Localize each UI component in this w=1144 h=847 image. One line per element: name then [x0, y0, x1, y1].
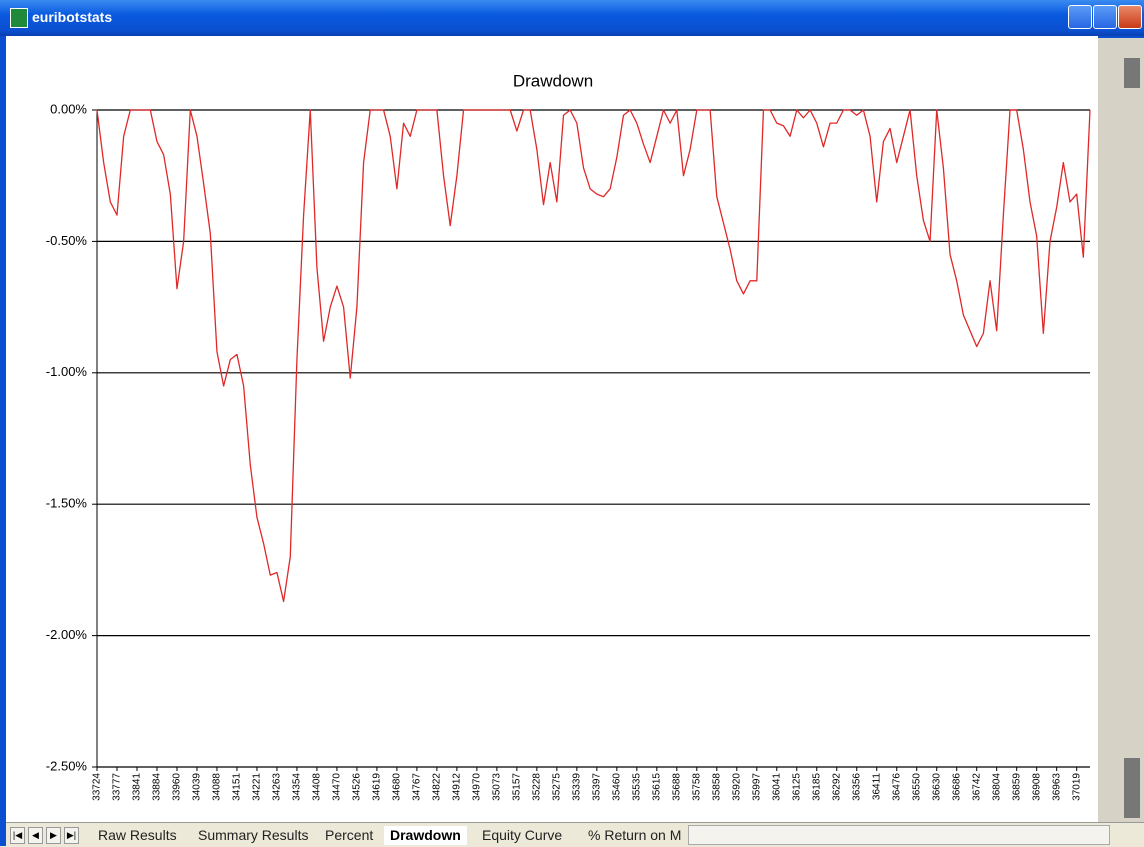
- scroll-thumb[interactable]: [1124, 58, 1140, 88]
- data-line: [96, 109, 1091, 603]
- x-tick-label: 35397: [591, 773, 602, 801]
- x-tick-label: 37019: [1071, 773, 1082, 801]
- chart-title: Drawdown: [513, 71, 593, 90]
- x-tick-label: 34039: [192, 773, 203, 801]
- x-tick-label: 36550: [911, 773, 922, 801]
- x-tick-label: 35073: [492, 773, 503, 801]
- x-tick-label: 34767: [412, 773, 423, 801]
- x-tick-label: 36125: [791, 773, 802, 801]
- y-tick-label: 0.00%: [50, 101, 87, 116]
- window-title: euribotstats: [32, 9, 113, 25]
- x-tick-label: 36411: [871, 773, 882, 801]
- scroll-thumb[interactable]: [1124, 758, 1140, 818]
- x-tick-label: 36908: [1031, 773, 1042, 801]
- sheet-tab-bar: |◀ ◀ ▶ ▶| Raw Results Summary Results Pe…: [6, 822, 1144, 847]
- x-tick-label: 36041: [771, 773, 782, 801]
- x-tick-label: 36804: [991, 773, 1002, 801]
- x-tick-label: 35228: [531, 773, 542, 801]
- x-tick-label: 34619: [372, 773, 383, 801]
- y-tick-label: -0.50%: [46, 233, 88, 248]
- x-tick-label: 36185: [811, 773, 822, 801]
- x-tick-label: 34822: [432, 773, 443, 801]
- x-tick-label: 34680: [392, 773, 403, 801]
- y-tick-label: -2.00%: [46, 627, 88, 642]
- sheet-tab[interactable]: Equity Curve: [482, 827, 563, 843]
- close-button[interactable]: [1118, 5, 1142, 29]
- x-tick-label: 35920: [731, 773, 742, 801]
- x-tick-label: 35615: [651, 773, 662, 801]
- x-tick-label: 36356: [851, 773, 862, 801]
- x-tick-label: 34221: [252, 773, 263, 801]
- title-bar: euribotstats: [0, 0, 1144, 36]
- y-tick-label: -2.50%: [46, 758, 88, 773]
- x-tick-label: 36742: [971, 773, 982, 801]
- x-tick-label: 33960: [172, 773, 183, 801]
- x-tick-label: 34526: [352, 773, 363, 801]
- x-tick-label: 36630: [931, 773, 942, 801]
- app-icon: [10, 8, 28, 28]
- x-tick-label: 36963: [1051, 773, 1062, 801]
- maximize-button[interactable]: [1093, 5, 1117, 29]
- x-tick-label: 35758: [691, 773, 702, 801]
- x-tick-label: 34470: [332, 773, 343, 801]
- x-tick-label: 35688: [671, 773, 682, 801]
- x-tick-label: 33841: [132, 773, 143, 801]
- vertical-scrollbar[interactable]: [1098, 38, 1144, 822]
- prev-sheet-button[interactable]: ◀: [28, 827, 43, 844]
- last-sheet-button[interactable]: ▶|: [64, 827, 79, 844]
- x-tick-label: 33724: [92, 773, 103, 801]
- x-tick-label: 33777: [112, 773, 123, 801]
- sheet-tab[interactable]: Percent: [325, 827, 374, 843]
- sheet-tab[interactable]: % Return on M: [588, 827, 682, 843]
- x-tick-label: 33884: [152, 773, 163, 801]
- x-tick-label: 34970: [472, 773, 483, 801]
- next-sheet-button[interactable]: ▶: [46, 827, 61, 844]
- x-tick-label: 36292: [831, 773, 842, 801]
- x-tick-label: 34088: [212, 773, 223, 801]
- x-tick-label: 35339: [571, 773, 582, 801]
- x-tick-label: 34408: [312, 773, 323, 801]
- x-tick-label: 35275: [551, 773, 562, 801]
- x-tick-label: 36686: [951, 773, 962, 801]
- x-tick-label: 35460: [611, 773, 622, 801]
- sheet-tab[interactable]: Drawdown: [384, 826, 467, 845]
- x-tick-label: 36476: [891, 773, 902, 801]
- x-tick-label: 34151: [232, 773, 243, 801]
- chart: Drawdown -2.50% -2.00% -1.50% -1.00% -0.50% 0…: [6, 36, 1098, 822]
- x-tick-label: 35858: [711, 773, 722, 801]
- x-tick-label: 35535: [631, 773, 642, 801]
- minimize-button[interactable]: [1068, 5, 1092, 29]
- first-sheet-button[interactable]: |◀: [10, 827, 25, 844]
- x-tick-label: 35997: [751, 773, 762, 801]
- y-tick-label: -1.50%: [46, 496, 88, 511]
- x-tick-label: 34354: [292, 773, 303, 801]
- sheet-tab[interactable]: Summary Results: [198, 827, 309, 843]
- horizontal-scrollbar[interactable]: [688, 825, 1110, 845]
- y-tick-label: -1.00%: [46, 364, 88, 379]
- sheet-tab[interactable]: Raw Results: [98, 827, 177, 843]
- x-tick-label: 34912: [452, 773, 463, 801]
- x-tick-label: 34263: [272, 773, 283, 801]
- x-tick-label: 35157: [511, 773, 522, 801]
- x-tick-label: 36859: [1011, 773, 1022, 801]
